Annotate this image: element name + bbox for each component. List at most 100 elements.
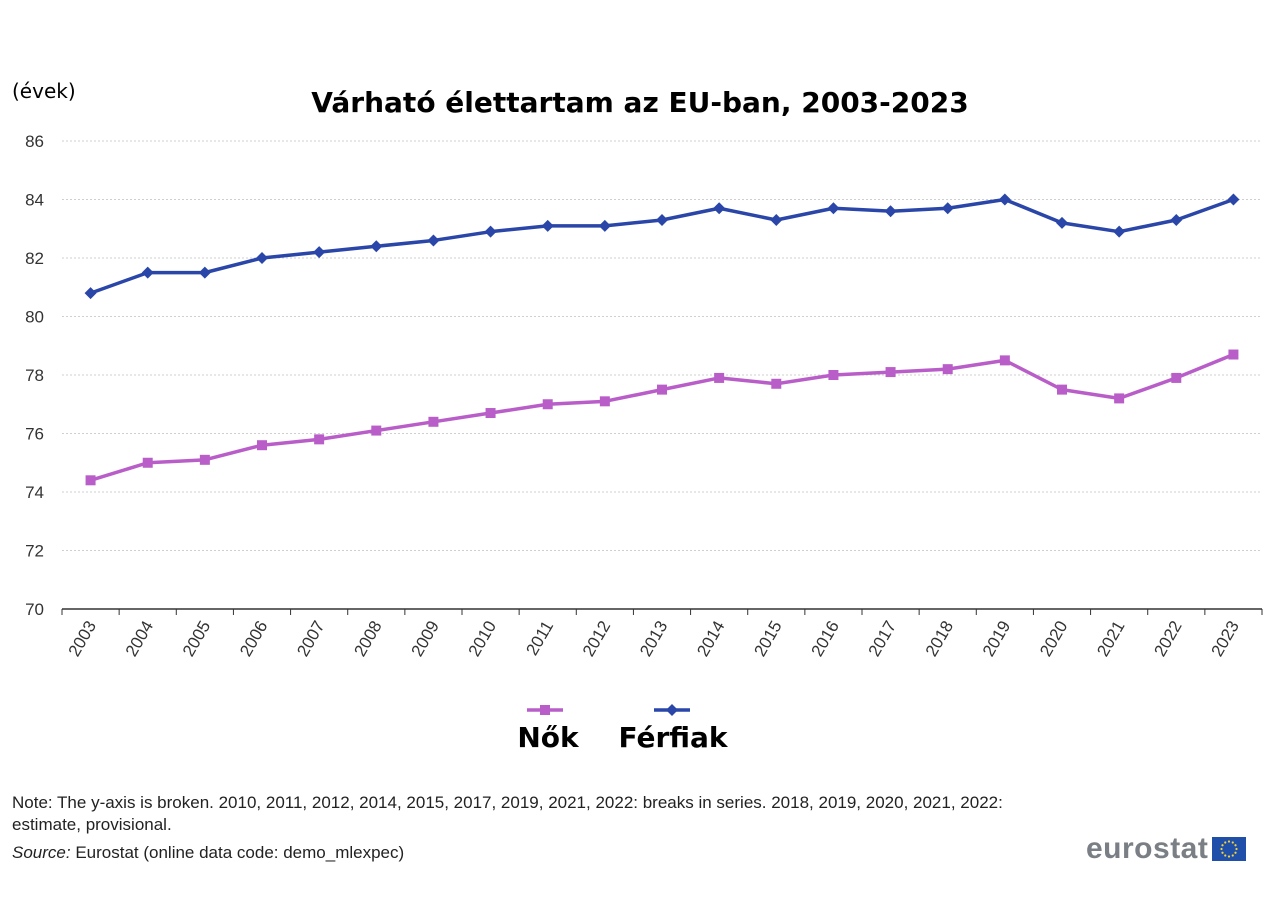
- legend-item: Férfiak: [618, 704, 729, 754]
- x-tick-label: 2005: [179, 618, 214, 660]
- data-point: [257, 440, 267, 451]
- data-point: [657, 384, 667, 395]
- x-tick-label: 2021: [1093, 618, 1128, 660]
- data-point: [770, 213, 783, 226]
- data-point: [1227, 193, 1240, 206]
- data-point: [198, 266, 211, 279]
- data-point: [84, 287, 97, 300]
- x-tick-label: 2004: [122, 618, 157, 660]
- data-point: [484, 225, 497, 238]
- x-tick-label: 2013: [636, 618, 671, 660]
- y-tick-label: 76: [25, 425, 44, 444]
- data-point: [485, 408, 496, 419]
- flag-star: [1232, 854, 1235, 857]
- series-line: [89, 197, 1235, 295]
- data-point: [1113, 225, 1126, 238]
- legend-label: Férfiak: [618, 721, 728, 754]
- x-tick-label: 2011: [522, 618, 557, 659]
- source-text: Eurostat (online data code: demo_mlexpec…: [70, 843, 405, 862]
- data-point: [199, 454, 210, 465]
- data-point: [656, 213, 668, 226]
- x-tick-label: 2007: [293, 618, 328, 660]
- flag-star: [1228, 855, 1231, 858]
- x-tick-label: 2012: [579, 618, 614, 660]
- chart-note: Note: The y-axis is broken. 2010, 2011, …: [12, 793, 1003, 834]
- source-label: Source:: [12, 843, 71, 862]
- y-axis-ticks: 70 72 74 76 78 80 82 84 86: [25, 132, 44, 619]
- data-point: [1228, 349, 1239, 360]
- x-tick-label: 2016: [808, 618, 843, 660]
- x-tick-label: 2009: [408, 618, 443, 660]
- x-tick-label: 2015: [750, 618, 785, 660]
- data-point: [141, 266, 154, 279]
- data-point: [827, 202, 840, 215]
- data-point: [1114, 393, 1125, 404]
- data-point: [85, 475, 96, 486]
- data-point: [713, 202, 726, 215]
- data-point: [714, 372, 725, 383]
- data-point: [313, 246, 326, 259]
- data-point: [999, 355, 1010, 366]
- y-tick-label: 78: [25, 366, 44, 385]
- gridlines: [62, 140, 1262, 551]
- y-tick-label: 86: [25, 132, 44, 151]
- data-point: [598, 219, 611, 232]
- flag-star: [1221, 844, 1224, 847]
- data-point: [1056, 216, 1068, 229]
- chart-source: Source: Eurostat (online data code: demo…: [12, 843, 404, 863]
- legend-marker: [666, 704, 678, 716]
- data-point: [314, 434, 325, 445]
- chart-title: Várható élettartam az EU-ban, 2003-2023: [311, 86, 968, 119]
- data-point: [998, 193, 1011, 206]
- flag-star: [1224, 854, 1227, 857]
- data-point: [371, 425, 382, 436]
- data-point: [428, 416, 439, 427]
- y-tick-label: 72: [25, 542, 44, 561]
- data-point: [599, 396, 610, 407]
- flag-star: [1220, 847, 1223, 851]
- data-point: [542, 399, 553, 410]
- flag-star: [1232, 841, 1235, 844]
- flag-star: [1221, 851, 1224, 854]
- data-point: [1170, 213, 1183, 226]
- data-point: [941, 202, 954, 215]
- data-point: [370, 240, 383, 253]
- eu-flag-icon: [1212, 837, 1247, 861]
- x-tick-label: 2006: [236, 618, 271, 660]
- y-tick-label: 70: [25, 600, 44, 619]
- eurostat-logo: eurostat: [1086, 832, 1247, 866]
- x-tick-label: 2014: [693, 618, 728, 660]
- flag-star: [1234, 844, 1237, 847]
- y-tick-label: 80: [25, 308, 44, 327]
- series-nok: [85, 349, 1239, 486]
- legend-item: Nők: [517, 705, 580, 754]
- legend-marker: [540, 705, 550, 715]
- x-tick-label: 2018: [922, 618, 957, 660]
- data-point: [771, 378, 782, 389]
- x-tick-label: 2008: [350, 618, 385, 660]
- flag-star: [1234, 851, 1237, 854]
- data-point: [1171, 372, 1182, 383]
- data-point: [942, 364, 953, 375]
- data-point: [256, 252, 268, 264]
- x-tick-label: 2010: [465, 618, 500, 660]
- data-point: [1057, 384, 1067, 395]
- series-ferfiak: [84, 193, 1240, 300]
- x-tick-label: 2017: [865, 618, 900, 660]
- x-tick-label: 2020: [1036, 618, 1071, 660]
- legend-label: Nők: [517, 721, 580, 754]
- legend: Nők Férfiak: [517, 704, 729, 754]
- series-lines: [84, 193, 1240, 486]
- data-point: [884, 205, 897, 218]
- data-point: [885, 367, 896, 378]
- data-point: [541, 219, 554, 232]
- x-tick-label: 2003: [65, 618, 100, 660]
- data-point: [142, 457, 153, 468]
- data-point: [427, 234, 440, 247]
- x-axis: 2003 2004 2005 2006 2007 2008 2009 2010 2011 2012…: [61, 608, 1263, 660]
- line-chart: (évek) Várható élettartam az EU-ban, 200…: [12, 79, 1263, 754]
- y-axis-unit-label: (évek): [12, 79, 76, 103]
- flag-star: [1235, 847, 1238, 851]
- flag-star: [1224, 841, 1227, 844]
- y-tick-label: 74: [25, 483, 44, 502]
